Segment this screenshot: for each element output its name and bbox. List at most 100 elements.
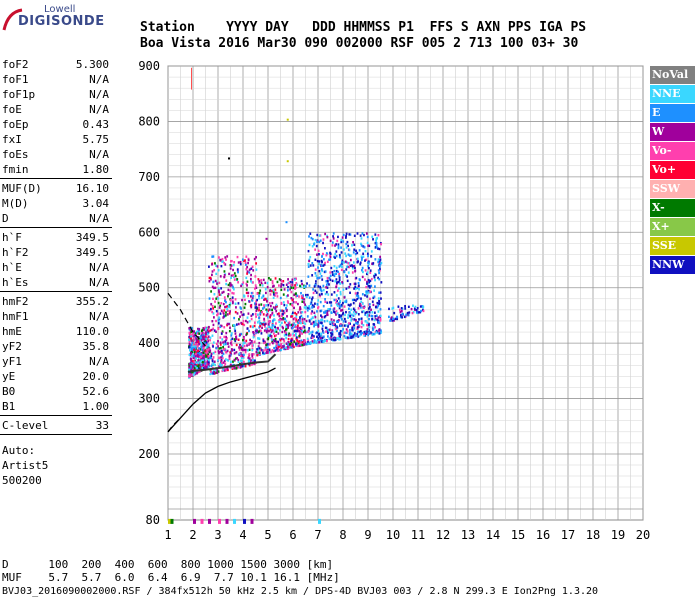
echo-point bbox=[348, 304, 351, 307]
echo-point bbox=[272, 284, 275, 288]
echo-point bbox=[351, 271, 354, 274]
echo-point bbox=[337, 246, 340, 250]
echo-point bbox=[194, 365, 197, 368]
x-tick-label: 6 bbox=[289, 528, 296, 542]
echo-point bbox=[378, 302, 381, 305]
echo-point bbox=[213, 293, 216, 296]
echo-point bbox=[332, 232, 335, 235]
echo-point bbox=[256, 292, 259, 295]
echo-point bbox=[344, 260, 347, 263]
echo-point bbox=[266, 312, 269, 316]
echo-point bbox=[271, 280, 274, 283]
echo-point bbox=[371, 314, 374, 318]
echo-point bbox=[343, 296, 346, 299]
echo-point bbox=[285, 221, 288, 224]
echo-point bbox=[300, 311, 302, 314]
echo-point bbox=[267, 325, 270, 328]
echo-point bbox=[242, 353, 245, 357]
echo-point bbox=[298, 334, 301, 338]
echo-point bbox=[224, 263, 227, 266]
echo-point bbox=[211, 270, 214, 273]
echo-point bbox=[339, 263, 342, 267]
echo-point bbox=[342, 248, 345, 251]
echo-point bbox=[311, 304, 314, 307]
echo-point bbox=[279, 296, 282, 300]
echo-point bbox=[234, 357, 237, 360]
echo-point bbox=[321, 318, 324, 321]
echo-point bbox=[339, 290, 342, 294]
param-row: foEs N/A bbox=[0, 147, 112, 162]
echo-point bbox=[274, 338, 277, 341]
echo-point bbox=[373, 332, 376, 336]
echo-point bbox=[233, 261, 236, 264]
echo-point bbox=[277, 349, 280, 352]
echo-point bbox=[259, 321, 262, 325]
echo-point bbox=[334, 256, 336, 259]
echo-point bbox=[191, 86, 192, 88]
echo-point bbox=[220, 349, 223, 353]
header-line1: Station YYYY DAY DDD HHMMSS P1 FFS S AXN… bbox=[140, 20, 587, 35]
echo-point bbox=[188, 342, 191, 346]
echo-point bbox=[274, 330, 276, 333]
y-tick-label: 900 bbox=[138, 59, 160, 73]
echo-point bbox=[295, 332, 297, 336]
echo-point bbox=[308, 320, 311, 323]
echo-point bbox=[337, 235, 339, 239]
echo-point bbox=[375, 246, 378, 249]
echo-point bbox=[305, 307, 307, 310]
scaled-parameters-panel: foF2 5.300 foF1 N/A foF1p N/A foE N/A foEp 0.43 fx… bbox=[0, 57, 112, 488]
param-value: N/A bbox=[89, 212, 109, 225]
echo-point bbox=[325, 330, 327, 333]
echo-point bbox=[224, 340, 227, 343]
param-separator bbox=[0, 415, 112, 416]
echo-point bbox=[191, 371, 194, 374]
echo-point bbox=[255, 329, 258, 332]
echo-point bbox=[326, 311, 329, 315]
echo-point bbox=[419, 305, 422, 308]
echo-point bbox=[352, 335, 355, 339]
echo-point bbox=[366, 280, 368, 284]
echo-point bbox=[339, 337, 342, 341]
echo-point bbox=[212, 286, 215, 290]
echo-point bbox=[330, 301, 333, 304]
echo-point bbox=[364, 259, 366, 262]
echo-point bbox=[371, 262, 373, 265]
echo-point bbox=[321, 339, 324, 343]
echo-point bbox=[351, 335, 354, 338]
echo-point bbox=[195, 357, 197, 360]
echo-point bbox=[355, 276, 358, 280]
param-name: foEs bbox=[2, 148, 29, 161]
echo-point bbox=[252, 281, 254, 284]
param-row: foEp 0.43 bbox=[0, 117, 112, 132]
echo-point bbox=[263, 304, 265, 307]
echo-point bbox=[232, 263, 235, 267]
echo-point bbox=[255, 303, 258, 306]
echo-point bbox=[239, 351, 242, 355]
echo-point bbox=[404, 307, 407, 310]
echo-point bbox=[291, 338, 294, 342]
echo-point bbox=[191, 352, 194, 356]
echo-point bbox=[264, 325, 266, 328]
echo-point bbox=[215, 330, 217, 333]
echo-point bbox=[293, 334, 295, 337]
echo-point bbox=[266, 281, 269, 285]
echo-point bbox=[311, 334, 314, 338]
echo-point bbox=[297, 302, 299, 306]
echo-point bbox=[355, 249, 357, 252]
echo-point bbox=[190, 354, 193, 358]
echo-point bbox=[227, 345, 230, 348]
echo-point bbox=[298, 344, 301, 347]
echo-point bbox=[320, 314, 322, 317]
param-value: N/A bbox=[89, 276, 109, 289]
echo-point bbox=[269, 319, 271, 323]
echo-point bbox=[296, 328, 299, 332]
echo-point bbox=[339, 293, 342, 296]
echo-point bbox=[275, 340, 278, 343]
echo-point bbox=[273, 314, 275, 317]
echo-point bbox=[267, 334, 270, 337]
echo-point bbox=[389, 319, 392, 322]
echo-point bbox=[197, 355, 200, 358]
echo-point bbox=[200, 359, 203, 362]
echo-point bbox=[266, 351, 269, 354]
echo-point bbox=[318, 276, 321, 279]
